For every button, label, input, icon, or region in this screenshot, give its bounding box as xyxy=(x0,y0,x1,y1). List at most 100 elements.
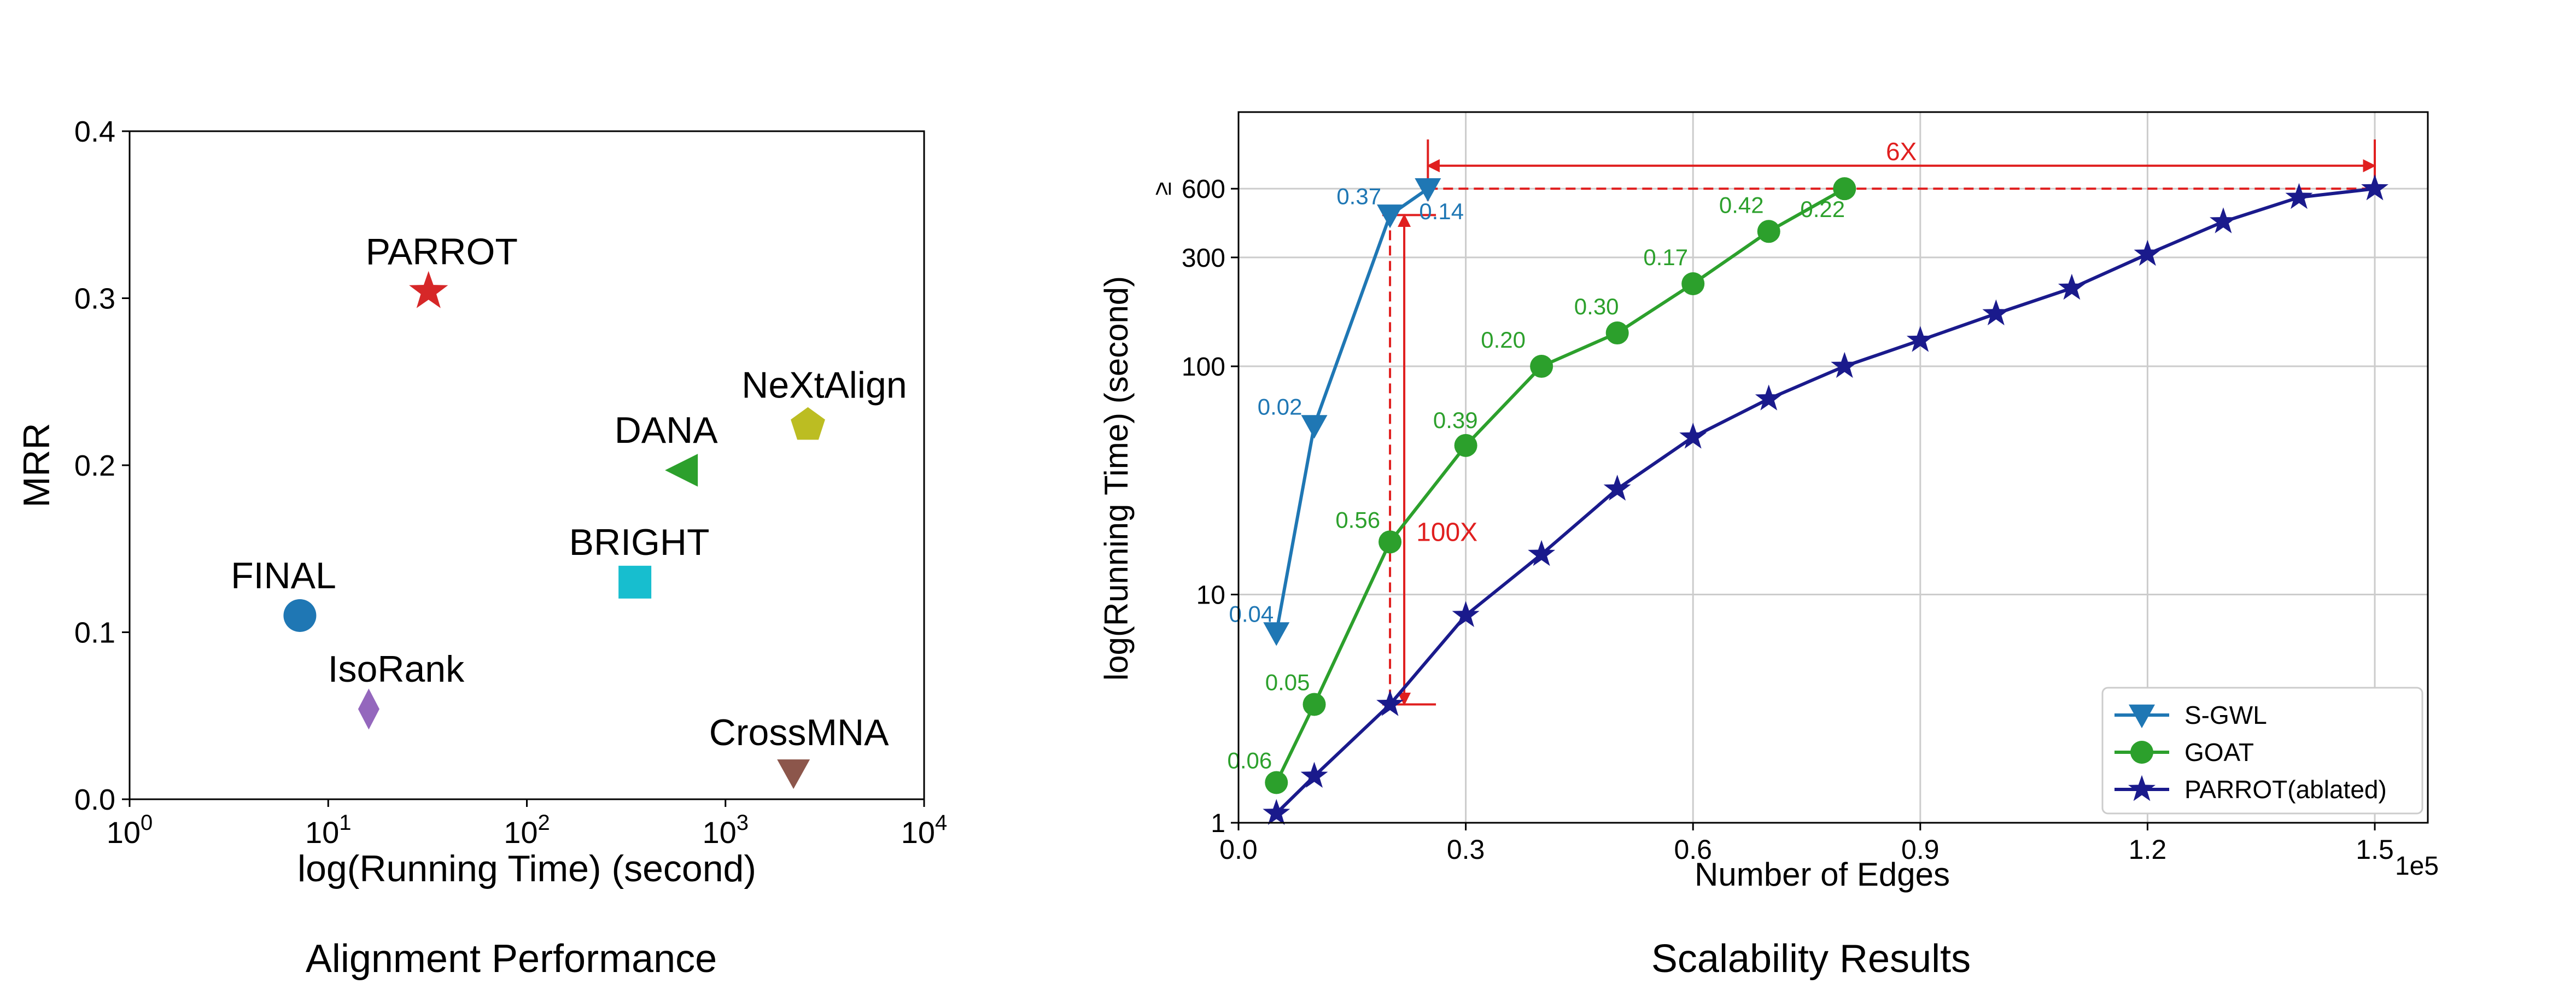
series-point xyxy=(2058,273,2086,300)
left-point-marker xyxy=(665,454,698,487)
right-annotations: 6X 100X xyxy=(1382,137,2376,706)
series-point xyxy=(1263,622,1290,646)
series-point xyxy=(1301,415,1328,439)
series-point xyxy=(1528,540,1556,566)
left-points xyxy=(283,271,825,789)
left-point-label: IsoRank xyxy=(328,648,465,690)
data-label: 0.05 xyxy=(1265,670,1310,695)
series-point xyxy=(1302,693,1326,716)
right-x-tick-label: 1.5 xyxy=(2356,834,2394,865)
series-point xyxy=(1755,384,1783,411)
series-point xyxy=(1831,352,1859,378)
data-label: 0.17 xyxy=(1643,244,1688,270)
right-y-tick-label: 10 xyxy=(1196,581,1225,610)
series-point xyxy=(1982,299,2010,326)
series-point xyxy=(2285,183,2313,209)
right-y-tick-label: 1 xyxy=(1211,809,1225,838)
data-label: 0.20 xyxy=(1481,327,1526,353)
left-x-axis-label: log(Running Time) (second) xyxy=(297,848,756,889)
legend-label: S-GWL xyxy=(2184,701,2267,729)
right-x-tick-label: 0.6 xyxy=(1674,834,1712,865)
data-label: 0.37 xyxy=(1336,183,1381,209)
left-y-tick-label: 0.1 xyxy=(74,617,115,649)
data-label: 0.02 xyxy=(1258,394,1302,419)
series-point xyxy=(1454,434,1477,457)
right-x-tick-label: 0.9 xyxy=(1901,834,1940,865)
series-point xyxy=(1603,475,1631,501)
left-x-tick-label: 100 xyxy=(107,811,153,850)
right-plot-frame xyxy=(1237,111,2429,824)
scalability-results-chart: 0.0 0.3 0.6 0.9 1.2 1.5 1 10 100 300 600 ≥ 6X 100X 0… xyxy=(1098,111,2439,981)
left-point-label: NeXtAlign xyxy=(741,365,907,406)
data-label: 0.06 xyxy=(1228,747,1272,773)
series-point xyxy=(2361,174,2388,201)
left-point-marker xyxy=(618,565,652,599)
data-label: 0.39 xyxy=(1433,407,1478,433)
left-x-tick-label: 101 xyxy=(305,811,352,850)
right-ticks: 0.0 0.3 0.6 0.9 1.2 1.5 1 10 100 300 600 ≥ xyxy=(1148,175,2394,865)
left-point-label: CrossMNA xyxy=(709,712,889,753)
right-series xyxy=(1263,174,2388,825)
left-y-tick-label: 0.0 xyxy=(74,783,115,816)
right-chart-caption: Scalability Results xyxy=(1651,937,1971,981)
left-point-labels: PARROT NeXtAlign DANA BRIGHT FINAL IsoRank Cro… xyxy=(231,231,907,753)
right-x-multiplier: 1e5 xyxy=(2395,852,2439,881)
data-label: 0.30 xyxy=(1574,294,1619,319)
series-point xyxy=(2134,239,2162,266)
left-y-tick-label: 0.2 xyxy=(74,449,115,482)
left-point-label: PARROT xyxy=(366,231,518,272)
legend-marker xyxy=(2128,775,2156,801)
legend-marker xyxy=(2130,741,2153,764)
left-point-marker xyxy=(791,407,825,440)
right-x-tick-label: 0.0 xyxy=(1219,834,1258,865)
series-point xyxy=(1757,220,1780,243)
series-point xyxy=(1452,601,1480,627)
data-label: 0.22 xyxy=(1800,196,1845,222)
hundred-x-annotation: 100X xyxy=(1416,518,1477,547)
series-point xyxy=(2210,207,2237,233)
alignment-performance-chart: 100 101 102 103 104 0.0 0.1 0.2 0.3 0.4 PARROT NeX… xyxy=(16,115,947,981)
legend-box xyxy=(2101,687,2423,815)
left-x-tick-label: 104 xyxy=(901,811,948,850)
left-ticks: 100 101 102 103 104 0.0 0.1 0.2 0.3 0.4 xyxy=(74,115,947,850)
left-x-tick-label: 102 xyxy=(504,811,550,850)
series-point xyxy=(1377,204,1404,229)
left-point-label: BRIGHT xyxy=(569,522,710,563)
series-point xyxy=(1681,272,1705,296)
right-y-axis-label: log(Running Time) (second) xyxy=(1098,276,1135,681)
series-point xyxy=(1679,423,1707,449)
series-point xyxy=(1605,321,1629,345)
left-plot-frame xyxy=(128,130,925,800)
legend-marker xyxy=(2129,704,2155,728)
series-point xyxy=(1415,178,1441,202)
data-label: 0.42 xyxy=(1719,192,1764,218)
left-x-tick-label: 103 xyxy=(702,811,749,850)
left-y-tick-label: 0.4 xyxy=(74,115,115,148)
series-point xyxy=(1263,799,1290,825)
left-y-axis-label: MRR xyxy=(16,423,57,508)
right-data-labels: 0.04 0.02 0.37 0.14 0.06 0.05 0.56 0.39 0.20 0.30… xyxy=(1228,183,1845,773)
series-point xyxy=(1906,326,1934,352)
six-x-annotation: 6X xyxy=(1886,137,1917,166)
legend: S-GWL GOAT PARROT(ablated) xyxy=(2101,687,2423,815)
data-label: 0.04 xyxy=(1229,601,1274,627)
legend-label: PARROT(ablated) xyxy=(2184,775,2387,804)
series-point xyxy=(1833,177,1856,201)
right-x-tick-label: 1.2 xyxy=(2129,834,2167,865)
series-point xyxy=(1300,762,1328,788)
left-point-marker xyxy=(283,599,317,632)
left-chart-caption: Alignment Performance xyxy=(306,937,717,981)
series-point xyxy=(1376,690,1404,716)
left-point-label: DANA xyxy=(615,409,719,451)
left-y-tick-label: 0.3 xyxy=(74,283,115,315)
right-y-top-prefix: ≥ xyxy=(1148,182,1176,196)
series-line-parrot-ablated- xyxy=(1275,187,2375,815)
data-label: 0.14 xyxy=(1419,198,1464,224)
series-point xyxy=(1530,355,1553,378)
right-y-tick-label: 300 xyxy=(1182,244,1225,273)
right-y-tick-label: 600 xyxy=(1182,175,1225,204)
series-point xyxy=(1378,530,1402,554)
series-point xyxy=(1265,771,1288,794)
legend-label: GOAT xyxy=(2184,738,2254,766)
